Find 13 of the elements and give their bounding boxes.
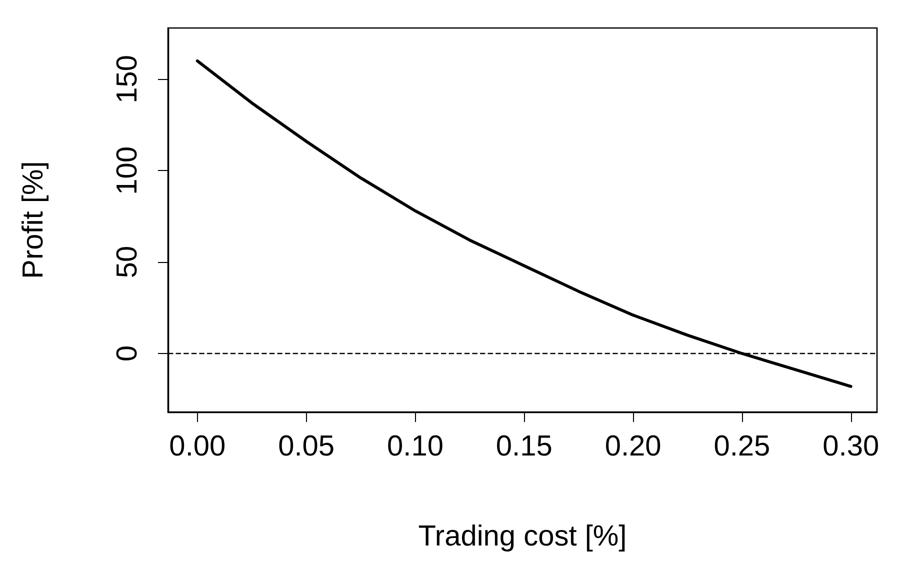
x-tick-label: 0.05 <box>278 430 335 462</box>
y-tick-label: 50 <box>112 246 144 278</box>
x-axis-title: Trading cost [%] <box>418 520 627 552</box>
y-tick-label: 150 <box>112 55 144 104</box>
y-tick-label: 100 <box>112 146 144 195</box>
x-tick-label: 0.00 <box>169 430 226 462</box>
y-axis-title: Profit [%] <box>18 161 50 279</box>
x-tick-label: 0.30 <box>822 430 880 462</box>
x-tick-label: 0.15 <box>496 430 552 462</box>
x-tick-label: 0.25 <box>714 430 770 462</box>
x-tick-label: 0.20 <box>604 430 662 462</box>
x-tick-label: 0.10 <box>387 430 444 462</box>
y-tick-label: 0 <box>112 345 144 362</box>
